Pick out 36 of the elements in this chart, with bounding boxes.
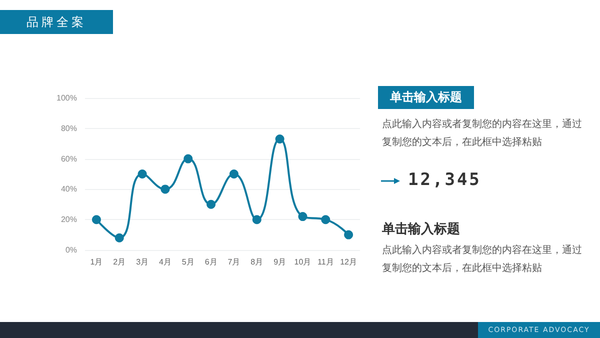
point [298,212,308,222]
y-tick-label: 60% [60,154,77,164]
y-tick-label: 40% [60,184,77,194]
x-tick-label: 10月 [294,258,312,266]
text: 12,345 [408,170,482,190]
x-tick-label: 11月 [317,258,334,266]
x-tick-label: 4月 [158,258,172,266]
x-tick-label: 8月 [250,258,264,266]
point [344,230,354,240]
point [114,233,124,242]
x-tick-label: 9月 [274,258,286,266]
y-tick-label: 80% [60,124,77,133]
text: 单击输入标题 [382,220,460,238]
point [252,215,262,224]
x-tick-label: 7月 [228,258,240,266]
chart-title: 品牌全案 [0,10,113,34]
point [138,170,147,178]
x-tick-label: 3月 [136,258,149,266]
text: 单击输入标题 [378,86,474,109]
point [92,215,101,224]
point [206,200,216,209]
y-tick-label: 20% [60,215,77,224]
x-tick-label: 2月 [113,258,126,266]
y-tick-label: 0% [65,246,77,254]
point [229,170,238,178]
y-tick-label: 100% [56,94,77,102]
x-tick-label: 5月 [182,258,194,266]
point [160,184,170,194]
text: 点此输入内容或者复制您的内容在这里，通过复制您的文本后，在此框中选择粘贴 [382,118,582,150]
point [275,134,284,144]
point [321,215,330,224]
text: 点此输入内容或者复制您的内容在这里，通过复制您的文本后，在此框中选择粘贴 [382,244,582,276]
point [184,154,193,164]
x-tick-label: 12月 [340,258,357,266]
x-tick-label: 1月 [90,258,103,266]
x-tick-label: 6月 [204,258,218,266]
